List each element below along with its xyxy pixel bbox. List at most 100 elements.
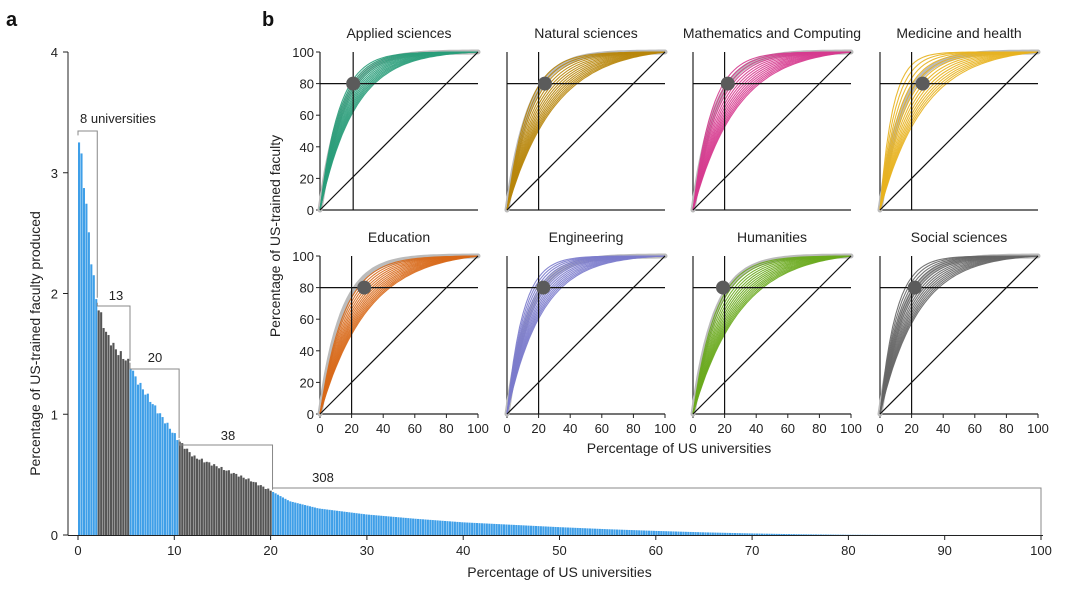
group-label: 38 <box>221 428 235 443</box>
bar <box>623 529 626 535</box>
bar <box>382 515 385 535</box>
bar <box>439 520 442 535</box>
bar <box>638 530 641 535</box>
diagonal-line <box>879 51 1039 211</box>
bar <box>178 441 181 535</box>
bar <box>699 532 702 535</box>
y-tick-label: 0 <box>51 528 58 543</box>
field-curve <box>692 51 852 211</box>
bar <box>763 533 766 535</box>
bar <box>151 404 154 535</box>
y-tick-label: 40 <box>300 140 314 155</box>
bar <box>412 518 415 535</box>
bar <box>488 523 491 535</box>
bar <box>146 393 149 535</box>
bar <box>724 532 727 535</box>
bar <box>353 512 356 535</box>
bar <box>114 349 117 535</box>
y-tick-label: 60 <box>300 312 314 327</box>
bar <box>348 512 351 535</box>
group-bracket <box>129 362 180 439</box>
bar <box>122 358 125 535</box>
bar <box>800 534 803 535</box>
marker-point <box>346 76 361 91</box>
bar <box>434 520 437 535</box>
bar <box>441 520 444 535</box>
x-tick-label: 10 <box>167 543 181 558</box>
bar <box>512 524 515 535</box>
bar <box>193 455 196 535</box>
bar <box>100 312 103 535</box>
y-axis-title: Percentage of US-trained faculty produce… <box>27 211 43 476</box>
bar <box>306 505 309 535</box>
bar <box>328 509 331 535</box>
bar <box>407 518 410 535</box>
y-tick-label: 40 <box>300 344 314 359</box>
subplot: Social sciences 0 20 40 60 80 100 <box>876 229 1048 436</box>
bar <box>478 523 481 535</box>
bar <box>790 534 793 535</box>
bar <box>163 423 167 535</box>
bar <box>176 440 179 535</box>
bar <box>674 531 678 535</box>
bar <box>770 533 773 535</box>
x-tick-label: 80 <box>626 421 640 436</box>
y-tick-label: 1 <box>51 407 58 422</box>
bar <box>117 355 120 535</box>
bar <box>281 497 284 535</box>
bar <box>87 232 90 536</box>
bar <box>112 342 115 535</box>
bar <box>640 530 643 535</box>
bar <box>105 331 108 535</box>
bar <box>704 532 707 535</box>
bar <box>360 513 363 535</box>
marker-point <box>357 280 372 295</box>
bar <box>294 502 297 535</box>
bar <box>429 519 432 535</box>
bar <box>301 504 304 535</box>
bar <box>645 530 648 535</box>
bar <box>183 448 186 535</box>
bar <box>475 523 479 535</box>
bar <box>819 534 822 535</box>
bar <box>154 405 157 535</box>
subplot-title: Natural sciences <box>534 25 638 41</box>
bar <box>417 518 420 535</box>
bar <box>601 528 604 535</box>
diagonal-line <box>506 255 666 415</box>
bar <box>773 533 776 535</box>
bar <box>296 503 299 535</box>
bar <box>85 203 88 535</box>
bar <box>682 531 685 535</box>
field-curve <box>506 51 666 211</box>
bar <box>667 531 670 535</box>
bar <box>802 534 805 535</box>
bar <box>188 452 191 535</box>
subplot-title: Education <box>368 229 430 245</box>
bar <box>461 522 464 535</box>
bar <box>299 503 302 535</box>
bar <box>444 520 447 535</box>
y-tick-label: 2 <box>51 287 58 302</box>
diagonal-line <box>506 51 666 211</box>
bar <box>787 534 791 535</box>
bar <box>665 531 668 535</box>
bar <box>625 529 628 535</box>
subplot: Mathematics and Computing <box>683 25 861 213</box>
x-axis-title: Percentage of US universities <box>467 564 651 580</box>
bar <box>345 511 348 535</box>
bar <box>313 507 316 535</box>
bar <box>557 527 560 535</box>
x-tick-label: 20 <box>344 421 358 436</box>
bar <box>235 473 238 535</box>
marker-point <box>720 76 735 91</box>
bar <box>331 510 334 535</box>
bar <box>132 370 135 535</box>
bar <box>571 527 574 535</box>
bar <box>385 516 388 535</box>
bar <box>628 529 631 535</box>
bar <box>746 533 749 535</box>
bar <box>635 530 638 535</box>
x-tick-label: 70 <box>745 543 759 558</box>
